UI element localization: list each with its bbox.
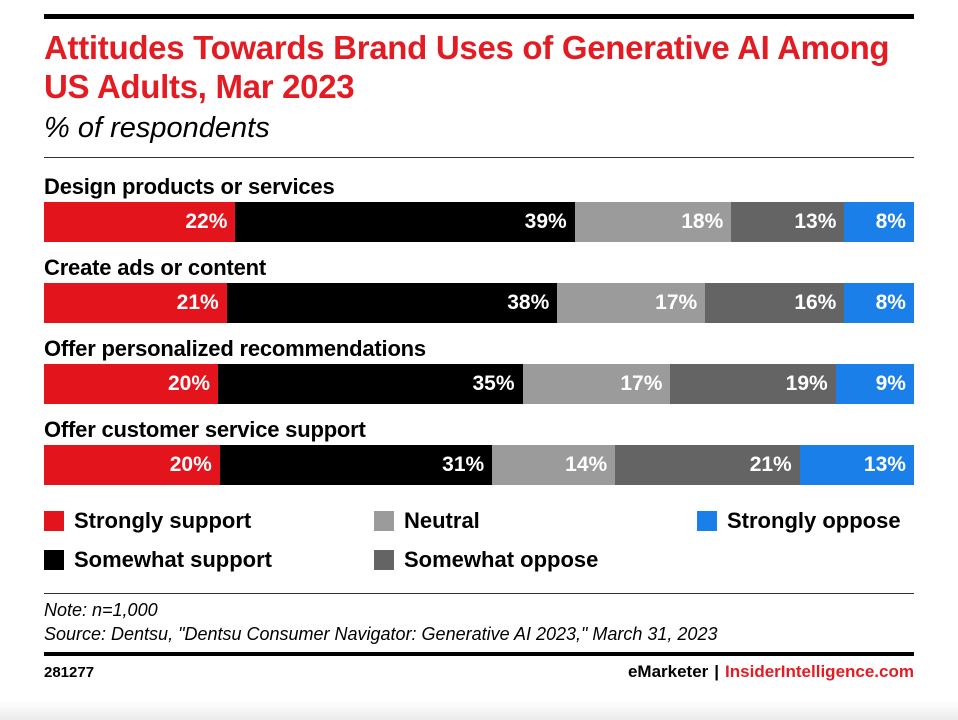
data-label: 19% <box>785 372 828 395</box>
legend-swatch <box>44 550 64 570</box>
row-label: Design products or services <box>44 174 335 199</box>
chart-id: 281277 <box>44 664 95 681</box>
data-label: 38% <box>507 291 550 314</box>
bar-segment-neutral: 18% <box>574 202 732 242</box>
legend-item: Neutral <box>374 508 480 534</box>
data-label: 16% <box>794 291 837 314</box>
bar-segment-somewhat-oppose: 13% <box>731 202 845 242</box>
bar-segment-somewhat-support: 35% <box>218 364 523 404</box>
footer-divider <box>44 593 914 594</box>
bottom-fade <box>0 700 958 720</box>
bar-segment-strongly-oppose: 13% <box>799 445 914 485</box>
data-label: 9% <box>875 372 906 395</box>
legend-swatch <box>697 511 717 531</box>
data-label: 8% <box>875 210 906 233</box>
legend-label: Somewhat oppose <box>404 547 599 572</box>
bar-segment-somewhat-support: 31% <box>219 445 493 485</box>
stacked-bar-row: 20% 35% 17% 19% 9% <box>44 364 914 404</box>
bar-segment-neutral: 17% <box>522 364 671 404</box>
legend-item: Strongly support <box>44 508 251 534</box>
data-label: 21% <box>176 291 219 314</box>
legend-item: Somewhat support <box>44 547 272 573</box>
legend-label: Strongly support <box>74 508 252 533</box>
data-label: 22% <box>185 210 228 233</box>
brand-insider-intelligence-link[interactable]: InsiderIntelligence.com <box>725 662 914 681</box>
bar-segment-strongly-support: 20% <box>44 445 220 485</box>
legend-label: Strongly oppose <box>727 508 901 533</box>
chart-title: Attitudes Towards Brand Uses of Generati… <box>44 29 890 105</box>
data-label: 8% <box>875 291 906 314</box>
data-label: 20% <box>167 372 210 395</box>
legend-item: Somewhat oppose <box>374 547 598 573</box>
bar-segment-neutral: 17% <box>557 283 706 323</box>
legend-label: Somewhat support <box>74 547 273 572</box>
bar-segment-somewhat-support: 38% <box>226 283 558 323</box>
data-label: 21% <box>749 453 792 476</box>
bar-segment-somewhat-oppose: 19% <box>670 364 836 404</box>
brand-emarketer[interactable]: eMarketer <box>627 662 709 681</box>
legend-label: Neutral <box>404 508 480 533</box>
brand-separator: | <box>714 662 720 681</box>
bar-segment-somewhat-oppose: 16% <box>705 283 845 323</box>
row-label: Offer customer service support <box>44 417 366 442</box>
legend-swatch <box>44 511 64 531</box>
top-rule <box>44 14 914 19</box>
legend-swatch <box>374 550 394 570</box>
chart-source: Source: Dentsu, "Dentsu Consumer Navigat… <box>44 624 718 644</box>
legend-item: Strongly oppose <box>697 508 901 534</box>
data-label: 31% <box>442 453 485 476</box>
stacked-bar-row: 20% 31% 14% 21% 13% <box>44 445 914 485</box>
data-label: 17% <box>655 291 698 314</box>
data-label: 39% <box>524 210 567 233</box>
chart-subtitle: % of respondents <box>44 112 270 144</box>
stacked-bar-row: 22% 39% 18% 13% 8% <box>44 202 914 242</box>
data-label: 13% <box>863 453 906 476</box>
data-label: 35% <box>472 372 515 395</box>
data-label: 17% <box>620 372 663 395</box>
bar-segment-strongly-support: 22% <box>44 202 236 242</box>
data-label: 14% <box>565 453 608 476</box>
brand-credit: eMarketer | InsiderIntelligence.com <box>628 662 914 682</box>
bar-segment-somewhat-support: 39% <box>235 202 575 242</box>
data-label: 13% <box>794 210 837 233</box>
bar-segment-strongly-oppose: 9% <box>835 364 914 404</box>
bar-segment-strongly-support: 21% <box>44 283 227 323</box>
row-label: Offer personalized recommendations <box>44 336 426 361</box>
data-label: 20% <box>169 453 212 476</box>
bar-segment-somewhat-oppose: 21% <box>615 445 800 485</box>
bar-segment-neutral: 14% <box>492 445 616 485</box>
row-label: Create ads or content <box>44 255 266 280</box>
stacked-bar-row: 21% 38% 17% 16% 8% <box>44 283 914 323</box>
bar-segment-strongly-oppose: 8% <box>844 283 914 323</box>
bar-segment-strongly-support: 20% <box>44 364 218 404</box>
chart-note: Note: n=1,000 <box>44 600 158 620</box>
bottom-rule <box>44 652 914 656</box>
legend-swatch <box>374 511 394 531</box>
data-label: 18% <box>681 210 724 233</box>
bar-segment-strongly-oppose: 8% <box>844 202 914 242</box>
header-divider <box>44 157 914 158</box>
